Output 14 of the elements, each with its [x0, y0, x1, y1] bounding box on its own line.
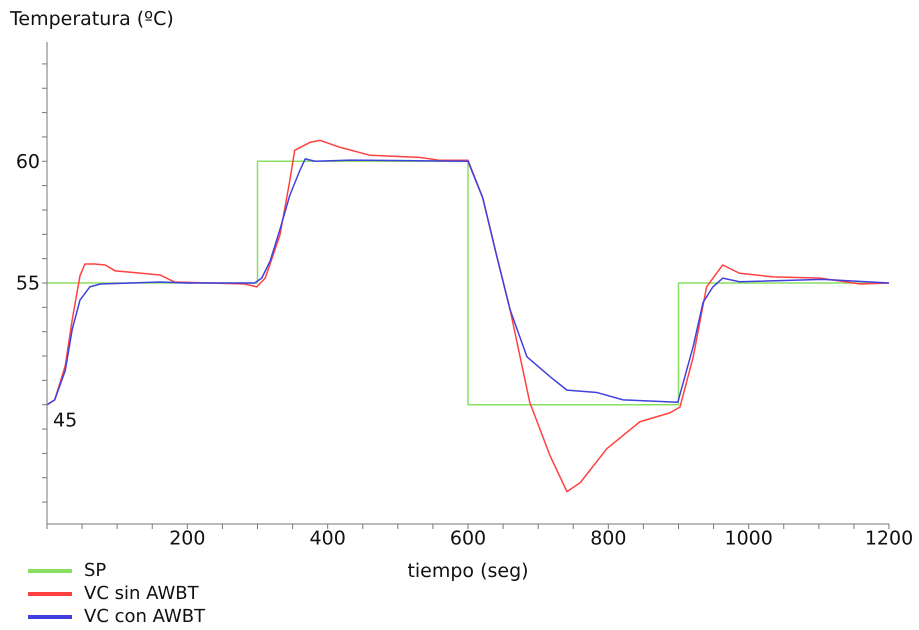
- x-tick-label: 600: [450, 527, 486, 550]
- legend-label: VC sin AWBT: [84, 583, 199, 604]
- x-tick-label: 400: [310, 527, 346, 550]
- x-axis-title: tiempo (seg): [407, 560, 529, 582]
- x-tick-label: 200: [169, 527, 206, 550]
- legend-label: SP: [84, 560, 106, 581]
- x-tick-label: 1200: [864, 527, 914, 550]
- legend-label: VC con AWBT: [84, 606, 206, 627]
- x-tick-label: 1000: [724, 527, 773, 550]
- y-axis-title: Temperatura (ºC): [10, 8, 174, 30]
- x-tick-label: 800: [590, 527, 626, 550]
- y-tick-label: 60: [16, 151, 40, 174]
- y-tick-label: 55: [16, 272, 40, 295]
- annotation: 45: [53, 410, 78, 432]
